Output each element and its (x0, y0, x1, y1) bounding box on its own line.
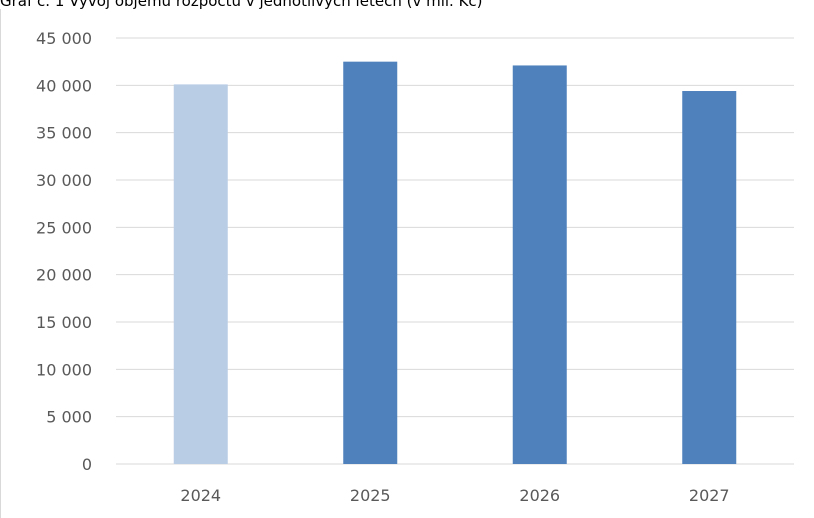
bars (173, 61, 737, 465)
y-tick-label: 45 000 (36, 29, 92, 48)
bar-2024 (173, 84, 228, 465)
y-tick-label: 20 000 (36, 266, 92, 285)
y-tick-label: 40 000 (36, 76, 92, 95)
chart-frame (0, 9, 813, 518)
x-axis-category-labels: 2024 2025 2026 2027 (180, 486, 729, 505)
y-tick-label: 25 000 (36, 218, 92, 237)
bar-2026 (512, 65, 567, 464)
x-category-label: 2027 (689, 486, 730, 505)
y-axis-tick-labels: 0 5 000 10 000 15 000 20 000 25 000 30 000 35 0… (36, 29, 92, 474)
y-tick-label: 15 000 (36, 313, 92, 332)
chart-caption: Graf č. 1 Vývoj objemu rozpočtu v jednot… (0, 0, 483, 10)
y-tick-label: 5 000 (46, 408, 92, 427)
bar-2027 (682, 91, 737, 464)
x-category-label: 2026 (519, 486, 560, 505)
x-category-label: 2025 (350, 486, 391, 505)
y-tick-label: 30 000 (36, 171, 92, 190)
y-tick-label: 10 000 (36, 360, 92, 379)
bar-2025 (343, 61, 398, 465)
gridlines (116, 37, 794, 465)
x-category-label: 2024 (180, 486, 221, 505)
y-tick-label: 0 (82, 455, 92, 474)
y-tick-label: 35 000 (36, 124, 92, 143)
